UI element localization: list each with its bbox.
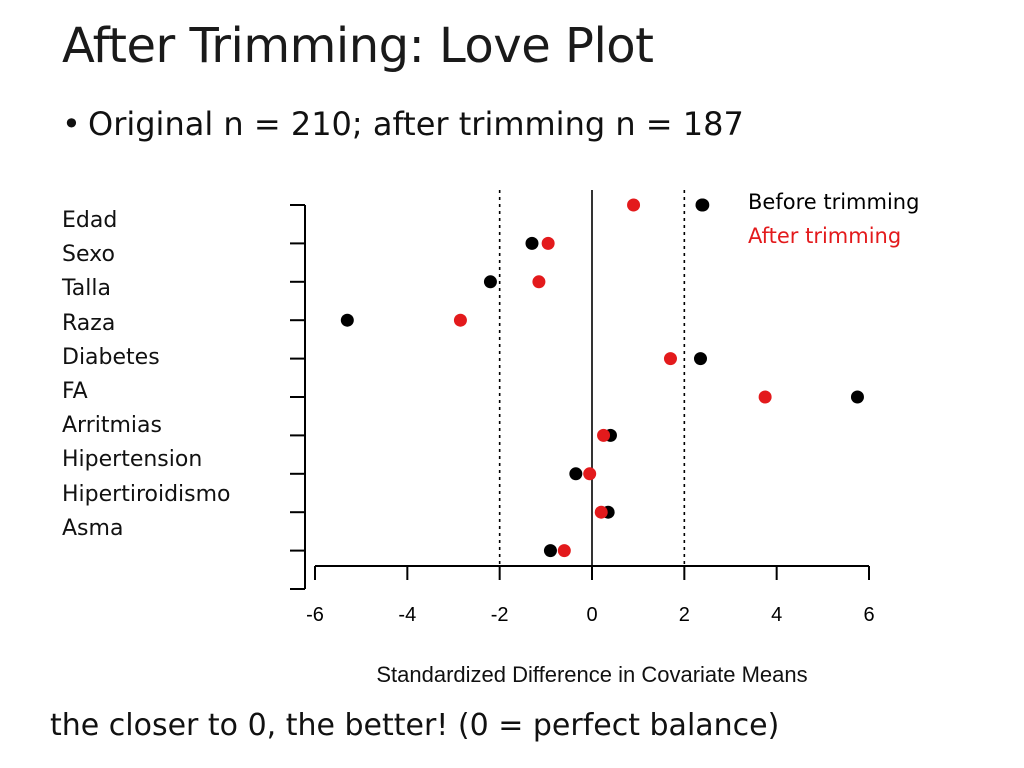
x-tick-label: 4 xyxy=(771,604,782,626)
chart-points xyxy=(340,198,864,558)
chart-legend: Before trimming After trimming xyxy=(695,190,919,248)
x-tick-label: -2 xyxy=(491,604,509,626)
covariate-label: Talla xyxy=(62,276,111,302)
covariate-label-list: Edad Sexo Talla Raza Diabetes FA Arritmias Hipe… xyxy=(62,204,231,546)
chart-axes: -6 -4 -2 0 2 4 6 xyxy=(290,190,875,626)
slide-title: After Trimming: Love Plot xyxy=(62,18,654,74)
legend-label-after: After trimming xyxy=(748,224,901,248)
covariate-label: FA xyxy=(62,378,88,404)
point-after-trimming xyxy=(663,352,677,366)
point-before-trimming xyxy=(693,352,707,366)
x-tick-label: 2 xyxy=(679,604,690,626)
x-tick-label: 6 xyxy=(863,604,874,626)
bullet-marker: • xyxy=(62,105,81,143)
x-axis-title: Standardized Difference in Covariate Mea… xyxy=(376,662,807,687)
legend-label-before: Before trimming xyxy=(748,190,919,214)
point-after-trimming xyxy=(594,505,608,519)
point-after-trimming xyxy=(758,390,772,404)
point-before-trimming xyxy=(483,275,497,289)
point-after-trimming xyxy=(453,313,467,327)
covariate-label: Arritmias xyxy=(62,413,162,439)
point-before-trimming xyxy=(850,390,864,404)
x-tick-label: -6 xyxy=(306,604,324,626)
footer-note: the closer to 0, the better! (0 = perfec… xyxy=(50,708,780,743)
covariate-label: Raza xyxy=(62,310,116,336)
x-tick-label: -4 xyxy=(398,604,416,626)
x-tick-label: 0 xyxy=(586,604,597,626)
bullet-text: Original n = 210; after trimming n = 187 xyxy=(88,105,744,143)
point-after-trimming xyxy=(597,428,611,442)
point-after-trimming xyxy=(583,467,597,481)
covariate-label: Edad xyxy=(62,208,118,233)
covariate-label: Hipertiroidismo xyxy=(62,481,231,507)
covariate-label: Asma xyxy=(62,515,124,541)
point-after-trimming xyxy=(627,198,641,212)
bullet-point: • Original n = 210; after trimming n = 18… xyxy=(62,102,744,146)
point-after-trimming xyxy=(557,544,571,558)
point-before-trimming xyxy=(543,544,557,558)
legend-marker-before xyxy=(695,198,709,212)
covariate-label: Hipertension xyxy=(62,447,203,473)
point-after-trimming xyxy=(541,236,555,250)
point-after-trimming xyxy=(532,275,546,289)
point-before-trimming xyxy=(569,467,583,481)
point-before-trimming xyxy=(525,236,539,250)
covariate-label: Diabetes xyxy=(62,344,160,370)
covariate-label: Sexo xyxy=(62,242,115,268)
point-before-trimming xyxy=(340,313,354,327)
